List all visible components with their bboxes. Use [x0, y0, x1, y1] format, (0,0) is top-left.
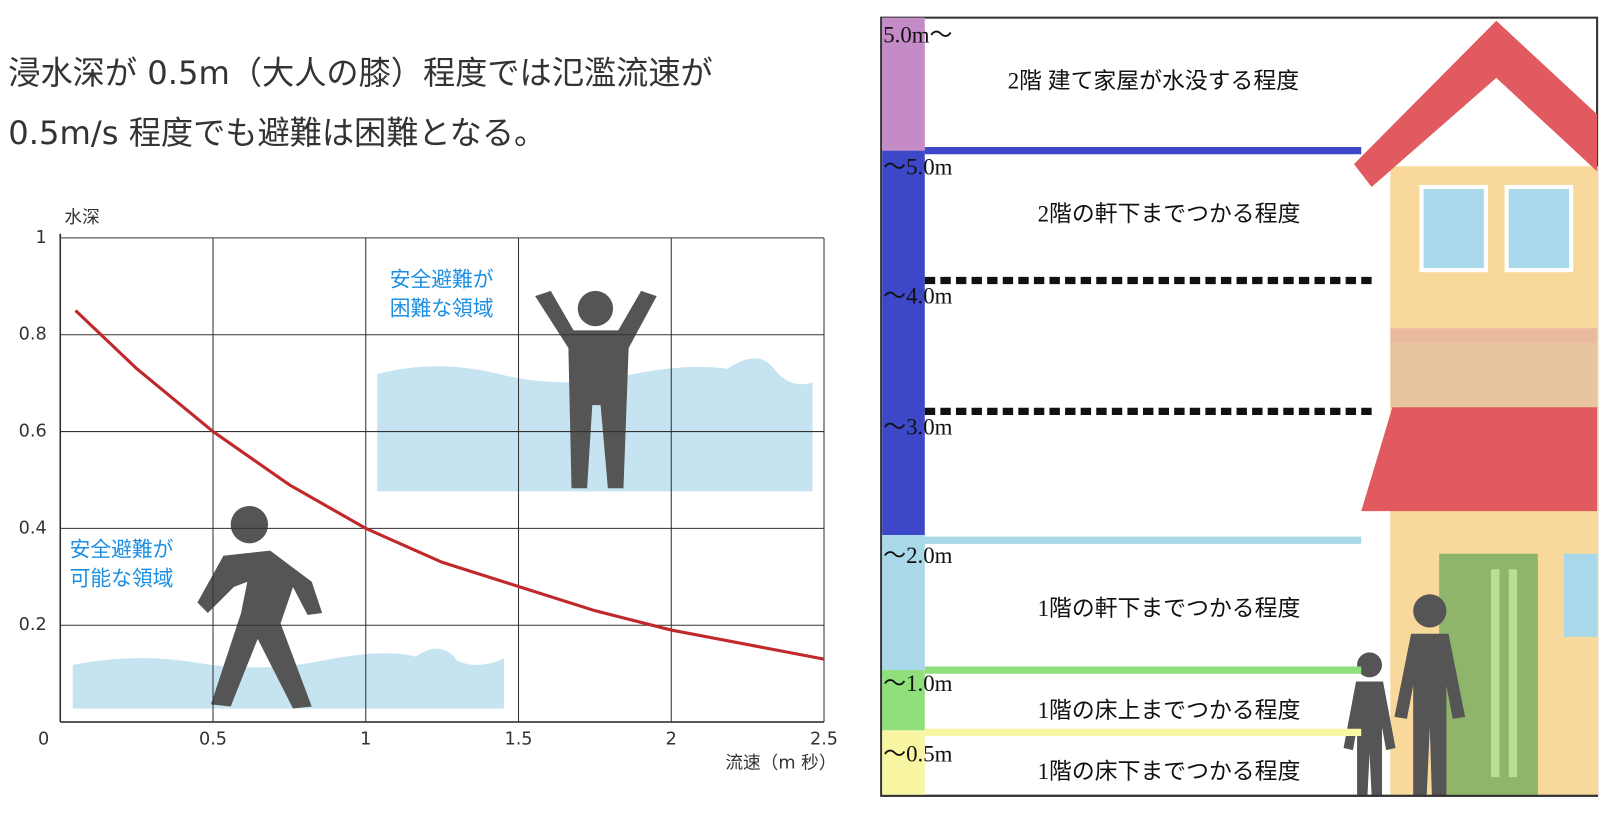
x-tick-label: 1	[360, 730, 371, 750]
depth-range: 〜1.0m	[883, 671, 952, 696]
depth-description: 1階の軒下までつかる程度	[1038, 596, 1301, 621]
depth-description: 2階の軒下までつかる程度	[1038, 201, 1301, 226]
depth-range: 5.0m〜	[883, 23, 952, 48]
x-tick-label: 2	[666, 730, 677, 750]
depth-range: 〜3.0m	[883, 414, 952, 439]
annotation: 安全避難が	[70, 538, 174, 562]
house	[881, 18, 1598, 797]
y-axis-label: 水深	[64, 207, 99, 228]
heading-line: 浸水深が 0.5m（大人の膝）程度では氾濫流速が	[8, 54, 712, 92]
y-tick-label: 0.6	[19, 422, 47, 442]
y-tick-label: 0.2	[19, 615, 47, 635]
illustration	[73, 291, 813, 709]
depth-description: 2階 建て家屋が水没する程度	[1008, 68, 1299, 93]
depth-range: 〜2.0m	[883, 543, 952, 568]
x-tick-label: 0	[38, 730, 49, 750]
heading-line: 0.5m/s 程度でも避難は困難となる。	[8, 114, 546, 152]
depth-range: 〜5.0m	[883, 155, 952, 180]
annotation: 可能な領域	[70, 567, 174, 591]
y-tick-label: 0.8	[19, 325, 47, 345]
depth-description: 1階の床下までつかる程度	[1038, 759, 1301, 784]
x-tick-label: 2.5	[810, 730, 838, 750]
x-tick-label: 1.5	[504, 730, 532, 750]
x-axis-label: 流速（m 秒）	[725, 753, 836, 774]
y-tick-label: 1	[36, 228, 47, 248]
depth-range: 〜4.0m	[883, 283, 952, 308]
y-tick-label: 0.4	[19, 518, 47, 538]
depth-band	[882, 151, 925, 535]
annotation: 安全避難が	[390, 268, 494, 292]
x-tick-label: 0.5	[199, 730, 227, 750]
annotation: 困難な領域	[390, 297, 494, 321]
depth-description: 1階の床上までつかる程度	[1038, 698, 1301, 723]
depth-range: 〜0.5m	[883, 742, 952, 767]
page: 浸水深が 0.5m（大人の膝）程度では氾濫流速が 0.5m/s 程度でも避難は困…	[0, 0, 1621, 828]
